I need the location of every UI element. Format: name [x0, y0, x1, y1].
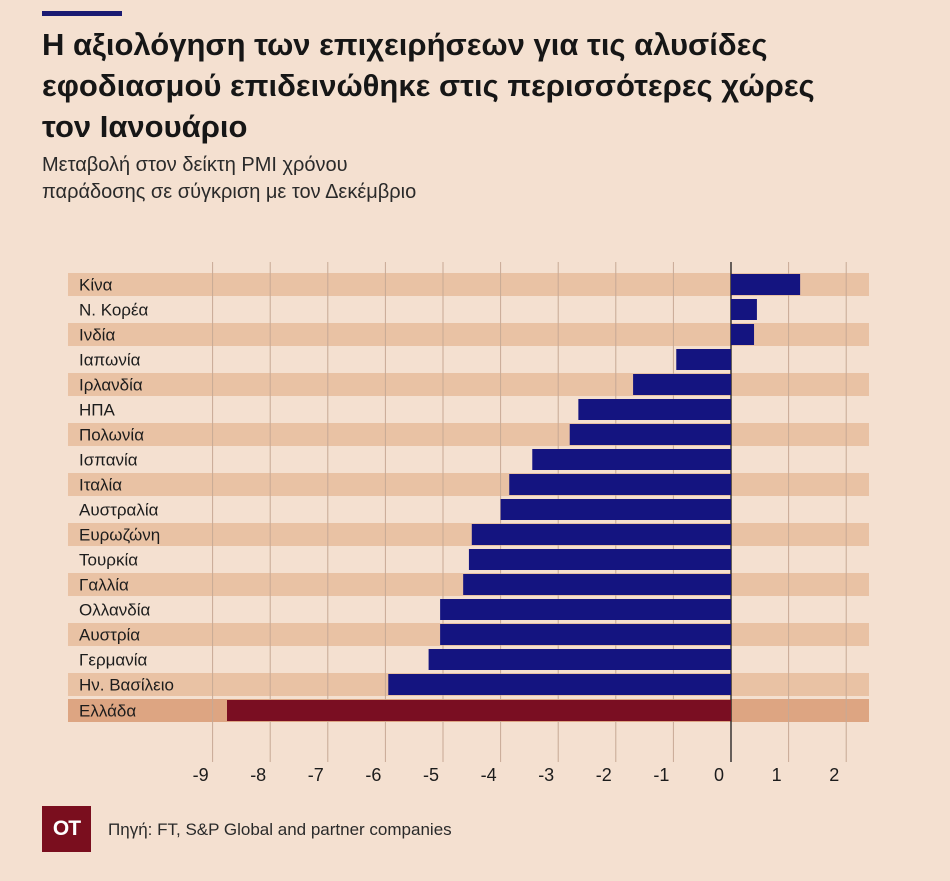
- chart-subtitle-line-2: παράδοσης σε σύγκριση με τον Δεκέμβριο: [42, 181, 417, 203]
- bar: [731, 299, 757, 320]
- chart-subtitle-line-1: Μεταβολή στον δείκτη PMI χρόνου: [42, 154, 348, 176]
- category-label: Ολλανδία: [79, 601, 151, 620]
- x-tick-label: -8: [250, 765, 266, 785]
- bars: [227, 274, 801, 721]
- x-tick-label: 0: [714, 765, 724, 785]
- category-label: Ιρλανδία: [79, 376, 143, 395]
- source-note: Πηγή: FT, S&P Global and partner compani…: [108, 820, 452, 839]
- bar: [569, 424, 731, 445]
- bar: [676, 349, 731, 370]
- row-band: [68, 423, 869, 446]
- category-label: Γαλλία: [79, 576, 129, 595]
- category-label: Γερμανία: [79, 651, 148, 670]
- chart-title-line-1: Η αξιολόγηση των επιχειρήσεων για τις αλ…: [42, 27, 768, 62]
- bar: [440, 624, 731, 645]
- row-band: [68, 373, 869, 396]
- x-tick-label: -5: [423, 765, 439, 785]
- x-tick-label: -4: [481, 765, 497, 785]
- category-label: Κίνα: [79, 276, 113, 295]
- row-band: [68, 323, 869, 346]
- x-tick-label: -7: [308, 765, 324, 785]
- category-label: Πολωνία: [79, 426, 144, 445]
- category-label: Ν. Κορέα: [79, 301, 149, 320]
- chart-title: Η αξιολόγηση των επιχειρήσεων για τις αλ…: [42, 24, 922, 147]
- bar-chart: Κίνα Ν. Κορέα Ινδία Ιαπωνία Ιρλανδία ΗΠΑ Πολων…: [68, 262, 869, 785]
- bar: [509, 474, 731, 495]
- category-label: Ιαπωνία: [79, 351, 141, 370]
- x-tick-label: -3: [538, 765, 554, 785]
- row-band: [68, 273, 869, 296]
- x-tick-label: 2: [829, 765, 839, 785]
- bar: [468, 549, 731, 570]
- category-label: Ην. Βασίλειο: [79, 676, 174, 695]
- x-tick-label: -6: [365, 765, 381, 785]
- category-label: Ευρωζώνη: [79, 526, 160, 545]
- row-band: [68, 523, 869, 546]
- x-tick-label: -2: [596, 765, 612, 785]
- category-label: ΗΠΑ: [79, 401, 116, 420]
- ot-logo: ΟΤ: [42, 806, 91, 852]
- category-label: Τουρκία: [79, 551, 138, 570]
- x-axis-ticks: -9 -8 -7 -6 -5 -4 -3 -2 -1 0 1 2: [193, 765, 840, 785]
- bar: [388, 674, 731, 695]
- chart-title-line-2: εφοδιασμού επιδεινώθηκε στις περισσότερε…: [42, 68, 815, 103]
- x-tick-label: 1: [772, 765, 782, 785]
- x-tick-label: -9: [193, 765, 209, 785]
- bar: [578, 399, 731, 420]
- category-labels: Κίνα Ν. Κορέα Ινδία Ιαπωνία Ιρλανδία ΗΠΑ Πολων…: [79, 276, 174, 721]
- bar: [440, 599, 731, 620]
- top-accent-rule: [42, 11, 122, 16]
- chart-subtitle: Μεταβολή στον δείκτη PMI χρόνου παράδοση…: [42, 152, 642, 206]
- bar: [471, 524, 731, 545]
- category-label: Αυστρία: [79, 626, 140, 645]
- chart-title-line-3: τον Ιανουάριο: [42, 109, 248, 144]
- bar: [463, 574, 731, 595]
- bar: [731, 274, 801, 295]
- bar: [428, 649, 731, 670]
- category-label: Ινδία: [79, 326, 115, 345]
- category-label: Ελλάδα: [79, 702, 136, 721]
- bar: [532, 449, 731, 470]
- x-tick-label: -1: [653, 765, 669, 785]
- bar: [731, 324, 755, 345]
- bar: [633, 374, 731, 395]
- bar: [227, 700, 731, 721]
- bar: [500, 499, 731, 520]
- row-band: [68, 473, 869, 496]
- category-label: Ιταλία: [79, 476, 122, 495]
- category-label: Ισπανία: [79, 451, 138, 470]
- category-label: Αυστραλία: [79, 501, 159, 520]
